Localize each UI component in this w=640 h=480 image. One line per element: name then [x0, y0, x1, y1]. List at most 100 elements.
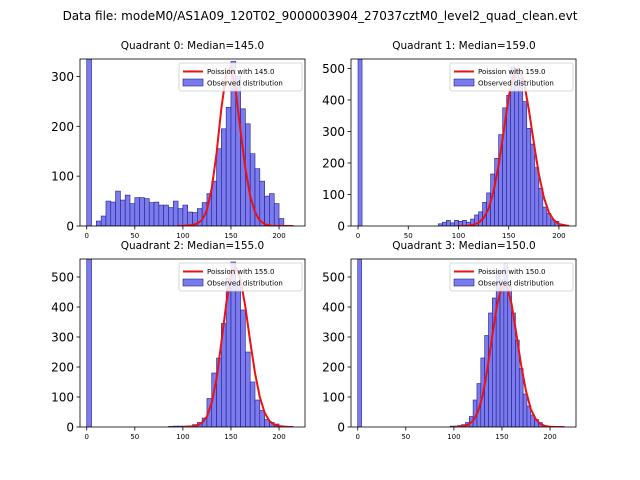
y-tick-label: 300	[322, 331, 345, 345]
histogram-bar	[144, 198, 150, 226]
x-tick-label: 150	[495, 433, 508, 441]
y-tick-label: 0	[66, 220, 74, 234]
x-tick-label: 0	[356, 232, 360, 240]
x-tick-label: 150	[224, 433, 237, 441]
histogram-bar	[86, 259, 92, 427]
x-tick-label: 100	[176, 232, 189, 240]
histogram-bar	[514, 68, 520, 226]
legend-box	[449, 62, 574, 92]
y-tick-label: 400	[322, 93, 345, 107]
panel-title: Quadrant 3: Median=150.0	[392, 240, 535, 252]
histogram-bar	[245, 351, 251, 427]
x-tick-label: 200	[543, 433, 556, 441]
histogram-bar	[187, 211, 193, 226]
histogram-bar	[115, 190, 121, 226]
legend: Poission with 145.0 Observed distribution	[178, 62, 303, 92]
axes-frame	[79, 58, 306, 227]
histogram-bar	[542, 206, 548, 226]
y-tick-label: 0	[337, 421, 345, 435]
x-tick-label: 200	[272, 433, 285, 441]
y-tick-label: 200	[51, 361, 74, 375]
legend-label-observed: Observed distribution	[478, 280, 554, 288]
y-tick-label: 200	[322, 156, 345, 170]
plot-area	[357, 259, 565, 427]
legend-label-poisson: Poission with 159.0	[478, 68, 546, 76]
legend-label-poisson: Poission with 150.0	[478, 268, 546, 276]
x-tick-label: 50	[130, 433, 139, 441]
x-tick-label: 0	[355, 433, 359, 441]
histogram-bar	[273, 203, 280, 226]
histogram-bar	[534, 167, 540, 226]
histogram-bar	[254, 399, 261, 427]
histogram-bar	[518, 77, 524, 226]
histogram-bar	[86, 59, 92, 226]
y-tick-label: 500	[322, 62, 345, 76]
x-tick-label: 200	[272, 232, 285, 240]
x-tick-label: 50	[401, 433, 410, 441]
panel-title: Quadrant 2: Median=155.0	[121, 240, 264, 252]
legend-label-observed: Observed distribution	[207, 80, 283, 88]
histogram-bar	[446, 220, 451, 226]
histogram-bar	[96, 220, 102, 226]
histogram-bar	[225, 107, 232, 226]
histogram-bar	[105, 200, 112, 226]
histogram-bar	[124, 194, 131, 226]
histogram-bar	[134, 197, 140, 226]
x-tick-label: 0	[84, 232, 88, 240]
legend: Poission with 155.0 Observed distribution	[178, 262, 303, 292]
legend-bar-swatch	[453, 78, 475, 87]
axes-frame	[79, 258, 306, 428]
panel-quadrant-2: Quadrant 2: Median=155.0 0 50 100 150 200 0 10…	[51, 240, 306, 441]
plot-area	[357, 59, 570, 226]
histogram-bar	[249, 381, 256, 427]
x-tick-label: 150	[224, 232, 237, 240]
histogram-bar	[221, 128, 227, 226]
panel-title: Quadrant 0: Median=145.0	[121, 40, 264, 52]
histogram-bar	[182, 204, 188, 226]
histogram-bar	[522, 393, 528, 427]
histogram-bar	[442, 221, 447, 226]
legend-box	[178, 262, 303, 292]
histogram-bar	[264, 195, 270, 226]
histogram-bar	[235, 284, 241, 427]
y-tick-label: 300	[51, 70, 74, 84]
y-tick-label: 100	[322, 188, 345, 202]
histogram-bar	[163, 204, 169, 226]
y-tick-label: 100	[51, 170, 74, 184]
y-tick-label: 100	[322, 391, 345, 405]
histogram-bar	[249, 153, 256, 226]
x-tick-label: 100	[447, 433, 460, 441]
histogram-bar	[148, 202, 155, 226]
legend: Poission with 150.0 Observed distribution	[449, 262, 574, 292]
plot-area	[86, 59, 294, 226]
y-tick-label: 400	[51, 301, 74, 315]
histogram-bar	[153, 201, 160, 226]
histogram-bar	[526, 128, 532, 226]
histogram-bar	[269, 193, 275, 226]
legend-bar-swatch	[453, 278, 475, 287]
histogram-bar	[530, 143, 536, 226]
histogram-bar	[450, 222, 455, 226]
histogram-bar	[259, 410, 265, 427]
legend-label-observed: Observed distribution	[207, 280, 283, 288]
plot-area	[86, 259, 294, 427]
legend-label-observed: Observed distribution	[478, 80, 554, 88]
panel-title: Quadrant 1: Median=159.0	[392, 40, 535, 52]
legend-bar-swatch	[182, 78, 204, 87]
y-tick-label: 500	[51, 271, 74, 285]
histogram-bar	[522, 101, 528, 226]
y-tick-label: 300	[51, 331, 74, 345]
histogram-bar	[506, 94, 512, 226]
x-tick-label: 50	[404, 232, 413, 240]
legend-label-poisson: Poission with 155.0	[207, 268, 275, 276]
y-tick-label: 200	[51, 120, 74, 134]
histogram-bar	[110, 201, 116, 226]
histogram-bar	[139, 197, 145, 226]
panel-quadrant-1: Quadrant 1: Median=159.0 0 50 100 150 200 0 10…	[322, 40, 577, 240]
histogram-bar	[259, 180, 265, 226]
x-tick-label: 50	[130, 232, 139, 240]
legend-label-poisson: Poission with 145.0	[207, 68, 275, 76]
x-tick-label: 150	[502, 232, 515, 240]
histogram-bar	[100, 215, 107, 226]
